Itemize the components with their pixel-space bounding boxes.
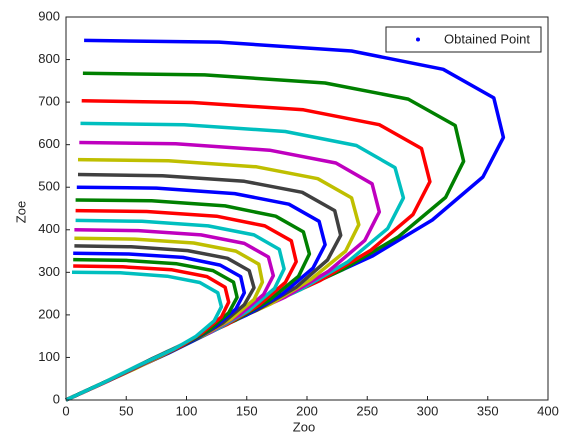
x-tick-label: 0 [62,403,69,418]
x-tick-label: 400 [537,403,559,418]
legend-label: Obtained Point [444,31,530,46]
x-axis-label: Zoo [293,419,315,434]
y-tick-label: 800 [38,51,60,66]
legend-box [385,26,542,53]
y-tick-label: 300 [38,264,60,279]
x-tick-label: 50 [119,403,133,418]
plot-frame [65,16,549,401]
y-tick-label: 600 [38,136,60,151]
x-tick-label: 100 [176,403,198,418]
y-tick-label: 700 [38,94,60,109]
y-tick-label: 0 [53,391,60,406]
x-tick-label: 150 [236,403,258,418]
x-tick-label: 300 [417,403,439,418]
y-tick-label: 900 [38,8,60,23]
y-tick-label: 200 [38,306,60,321]
y-tick-label: 500 [38,179,60,194]
x-tick-label: 250 [356,403,378,418]
y-tick-label: 400 [38,221,60,236]
curve [65,270,224,402]
x-tick-label: 200 [296,403,318,418]
y-axis-label: Zoe [13,201,28,223]
y-tick-label: 100 [38,349,60,364]
legend-marker [416,37,420,42]
x-tick-label: 350 [477,403,499,418]
